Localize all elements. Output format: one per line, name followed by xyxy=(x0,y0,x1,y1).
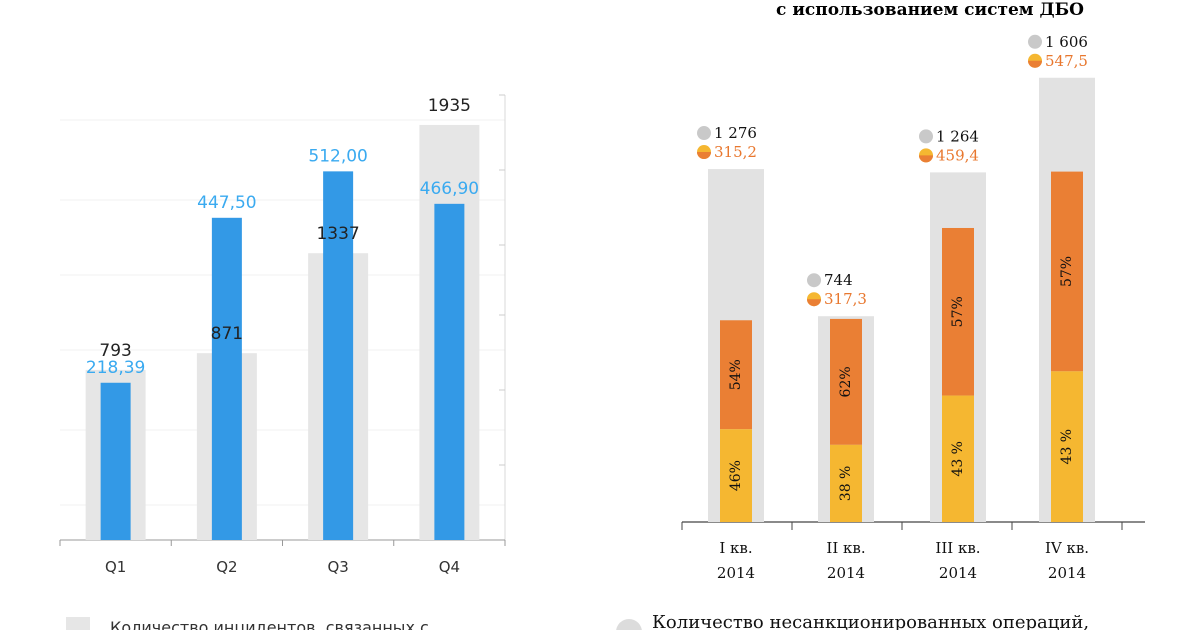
x-tick-label-line1-q3: III кв. xyxy=(935,539,980,557)
sum-upper-segment-q1 xyxy=(720,320,752,430)
sum-marker-q1 xyxy=(697,145,711,160)
sum-value-label-q3: 459,4 xyxy=(936,146,979,164)
sum-lower-segment-q3 xyxy=(942,395,974,522)
sum-lower-segment-q1 xyxy=(720,429,752,522)
count-marker-q4 xyxy=(1028,34,1042,49)
grey-value-label-q2: 871 xyxy=(211,324,243,344)
sum-value-label-q4: 547,5 xyxy=(1045,52,1088,70)
upper-share-label-q3: 57% xyxy=(950,296,966,327)
blue-value-label-q4: 466,90 xyxy=(420,179,479,199)
sum-upper-segment-q2 xyxy=(830,318,862,445)
sum-marker-q3 xyxy=(919,148,933,163)
blue-value-label-q2: 447,50 xyxy=(197,193,256,213)
sum-value-label-q2: 317,3 xyxy=(824,290,867,308)
count-value-label-q4: 1 606 xyxy=(1045,33,1088,51)
sum-marker-slice-q2 xyxy=(807,299,821,307)
blue-value-label-q1: 218,39 xyxy=(86,358,145,378)
sum-marker-slice-q1 xyxy=(697,152,711,160)
sum-marker-q4 xyxy=(1028,53,1042,68)
count-marker-q3 xyxy=(919,129,933,144)
lower-share-label-q1: 46% xyxy=(728,460,744,491)
count-marker-q1 xyxy=(697,126,711,141)
count-value-label-q2: 744 xyxy=(824,271,853,289)
x-tick-label-line2-q3: 2014 xyxy=(939,564,977,582)
grey-value-label-q1: 793 xyxy=(99,341,131,361)
upper-share-label-q4: 57% xyxy=(1059,256,1075,287)
blue-bar-q3 xyxy=(323,171,354,541)
x-tick-label-line1-q4: IV кв. xyxy=(1045,539,1089,557)
x-tick-label-line2-q2: 2014 xyxy=(827,564,865,582)
x-tick-label-q2: Q2 xyxy=(216,558,237,576)
legend-text-operations: Количество несанкционированных операций, xyxy=(652,612,1089,630)
blue-bar-q2 xyxy=(211,217,242,541)
x-tick-label-line1-q1: I кв. xyxy=(719,539,752,557)
sum-marker-slice-q4 xyxy=(1028,60,1042,68)
count-marker-q2 xyxy=(807,273,821,288)
sum-lower-segment-q2 xyxy=(830,444,862,522)
grey-value-label-q3: 1337 xyxy=(316,224,359,244)
x-tick-label-q1: Q1 xyxy=(105,558,126,576)
upper-share-label-q1: 54% xyxy=(728,359,744,390)
chart-title: с использованием систем ДБО xyxy=(776,0,1084,20)
sum-upper-segment-q4 xyxy=(1051,171,1083,372)
blue-bar-q1 xyxy=(100,382,131,540)
x-tick-label-line2-q4: 2014 xyxy=(1048,564,1086,582)
lower-share-label-q2: 38 % xyxy=(838,466,854,502)
count-value-label-q1: 1 276 xyxy=(714,124,757,142)
lower-share-label-q3: 43 % xyxy=(950,441,966,477)
upper-share-label-q2: 62% xyxy=(838,366,854,397)
legend-text-incidents: Количество инцидентов, связанных с xyxy=(110,618,429,630)
sum-upper-segment-q3 xyxy=(942,227,974,396)
blue-value-label-q3: 512,00 xyxy=(308,146,367,166)
x-tick-label-line2-q1: 2014 xyxy=(717,564,755,582)
grey-value-label-q4: 1935 xyxy=(428,96,471,116)
count-value-label-q3: 1 264 xyxy=(936,127,979,145)
sum-value-label-q1: 315,2 xyxy=(714,143,757,161)
sum-lower-segment-q4 xyxy=(1051,371,1083,522)
sum-marker-slice-q3 xyxy=(919,155,933,163)
x-tick-label-line1-q2: II кв. xyxy=(826,539,865,557)
x-tick-label-q4: Q4 xyxy=(439,558,460,576)
legend-swatch-grey xyxy=(66,617,90,630)
sum-marker-q2 xyxy=(807,292,821,307)
blue-bar-q4 xyxy=(434,203,465,540)
legend-marker-grey xyxy=(616,619,642,630)
lower-share-label-q4: 43 % xyxy=(1059,429,1075,465)
x-tick-label-q3: Q3 xyxy=(327,558,348,576)
